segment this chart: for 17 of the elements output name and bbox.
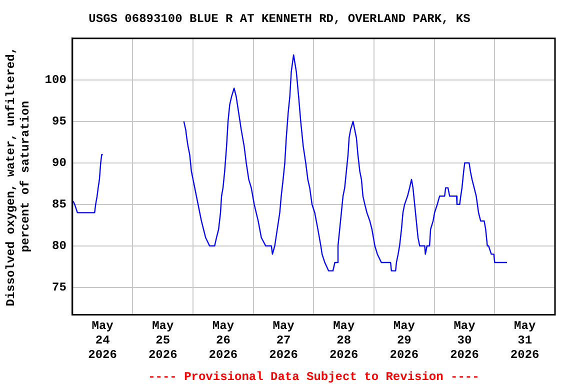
y-tick-label: 90 [52,156,66,170]
y-tick-label: 75 [52,280,66,294]
x-tick-label: May 24 2026 [88,319,117,362]
x-tick-label: May 28 2026 [329,319,358,362]
x-tick-label: May 25 2026 [148,319,178,362]
y-tick-label: 100 [44,72,66,87]
x-tick-label: May 31 2026 [510,319,540,362]
x-tick-label: May 29 2026 [390,319,419,362]
y-tick-label: 80 [52,238,66,253]
x-tick-label: May 26 2026 [208,319,238,362]
chart-title: USGS 06893100 BLUE R AT KENNETH RD, OVERLAND PARK, KS [88,12,470,26]
x-tick-label: May 27 2026 [269,319,298,362]
y-tick-label: 85 [52,197,66,212]
y-axis-title: Dissolved oxygen, water, unfiltered, percent of saturation [4,46,33,306]
text: ---- Provisional Data Subject to Revision ---- [148,370,480,384]
y-tick-label: 95 [52,114,66,128]
x-tick-label: May 30 2026 [450,319,479,362]
